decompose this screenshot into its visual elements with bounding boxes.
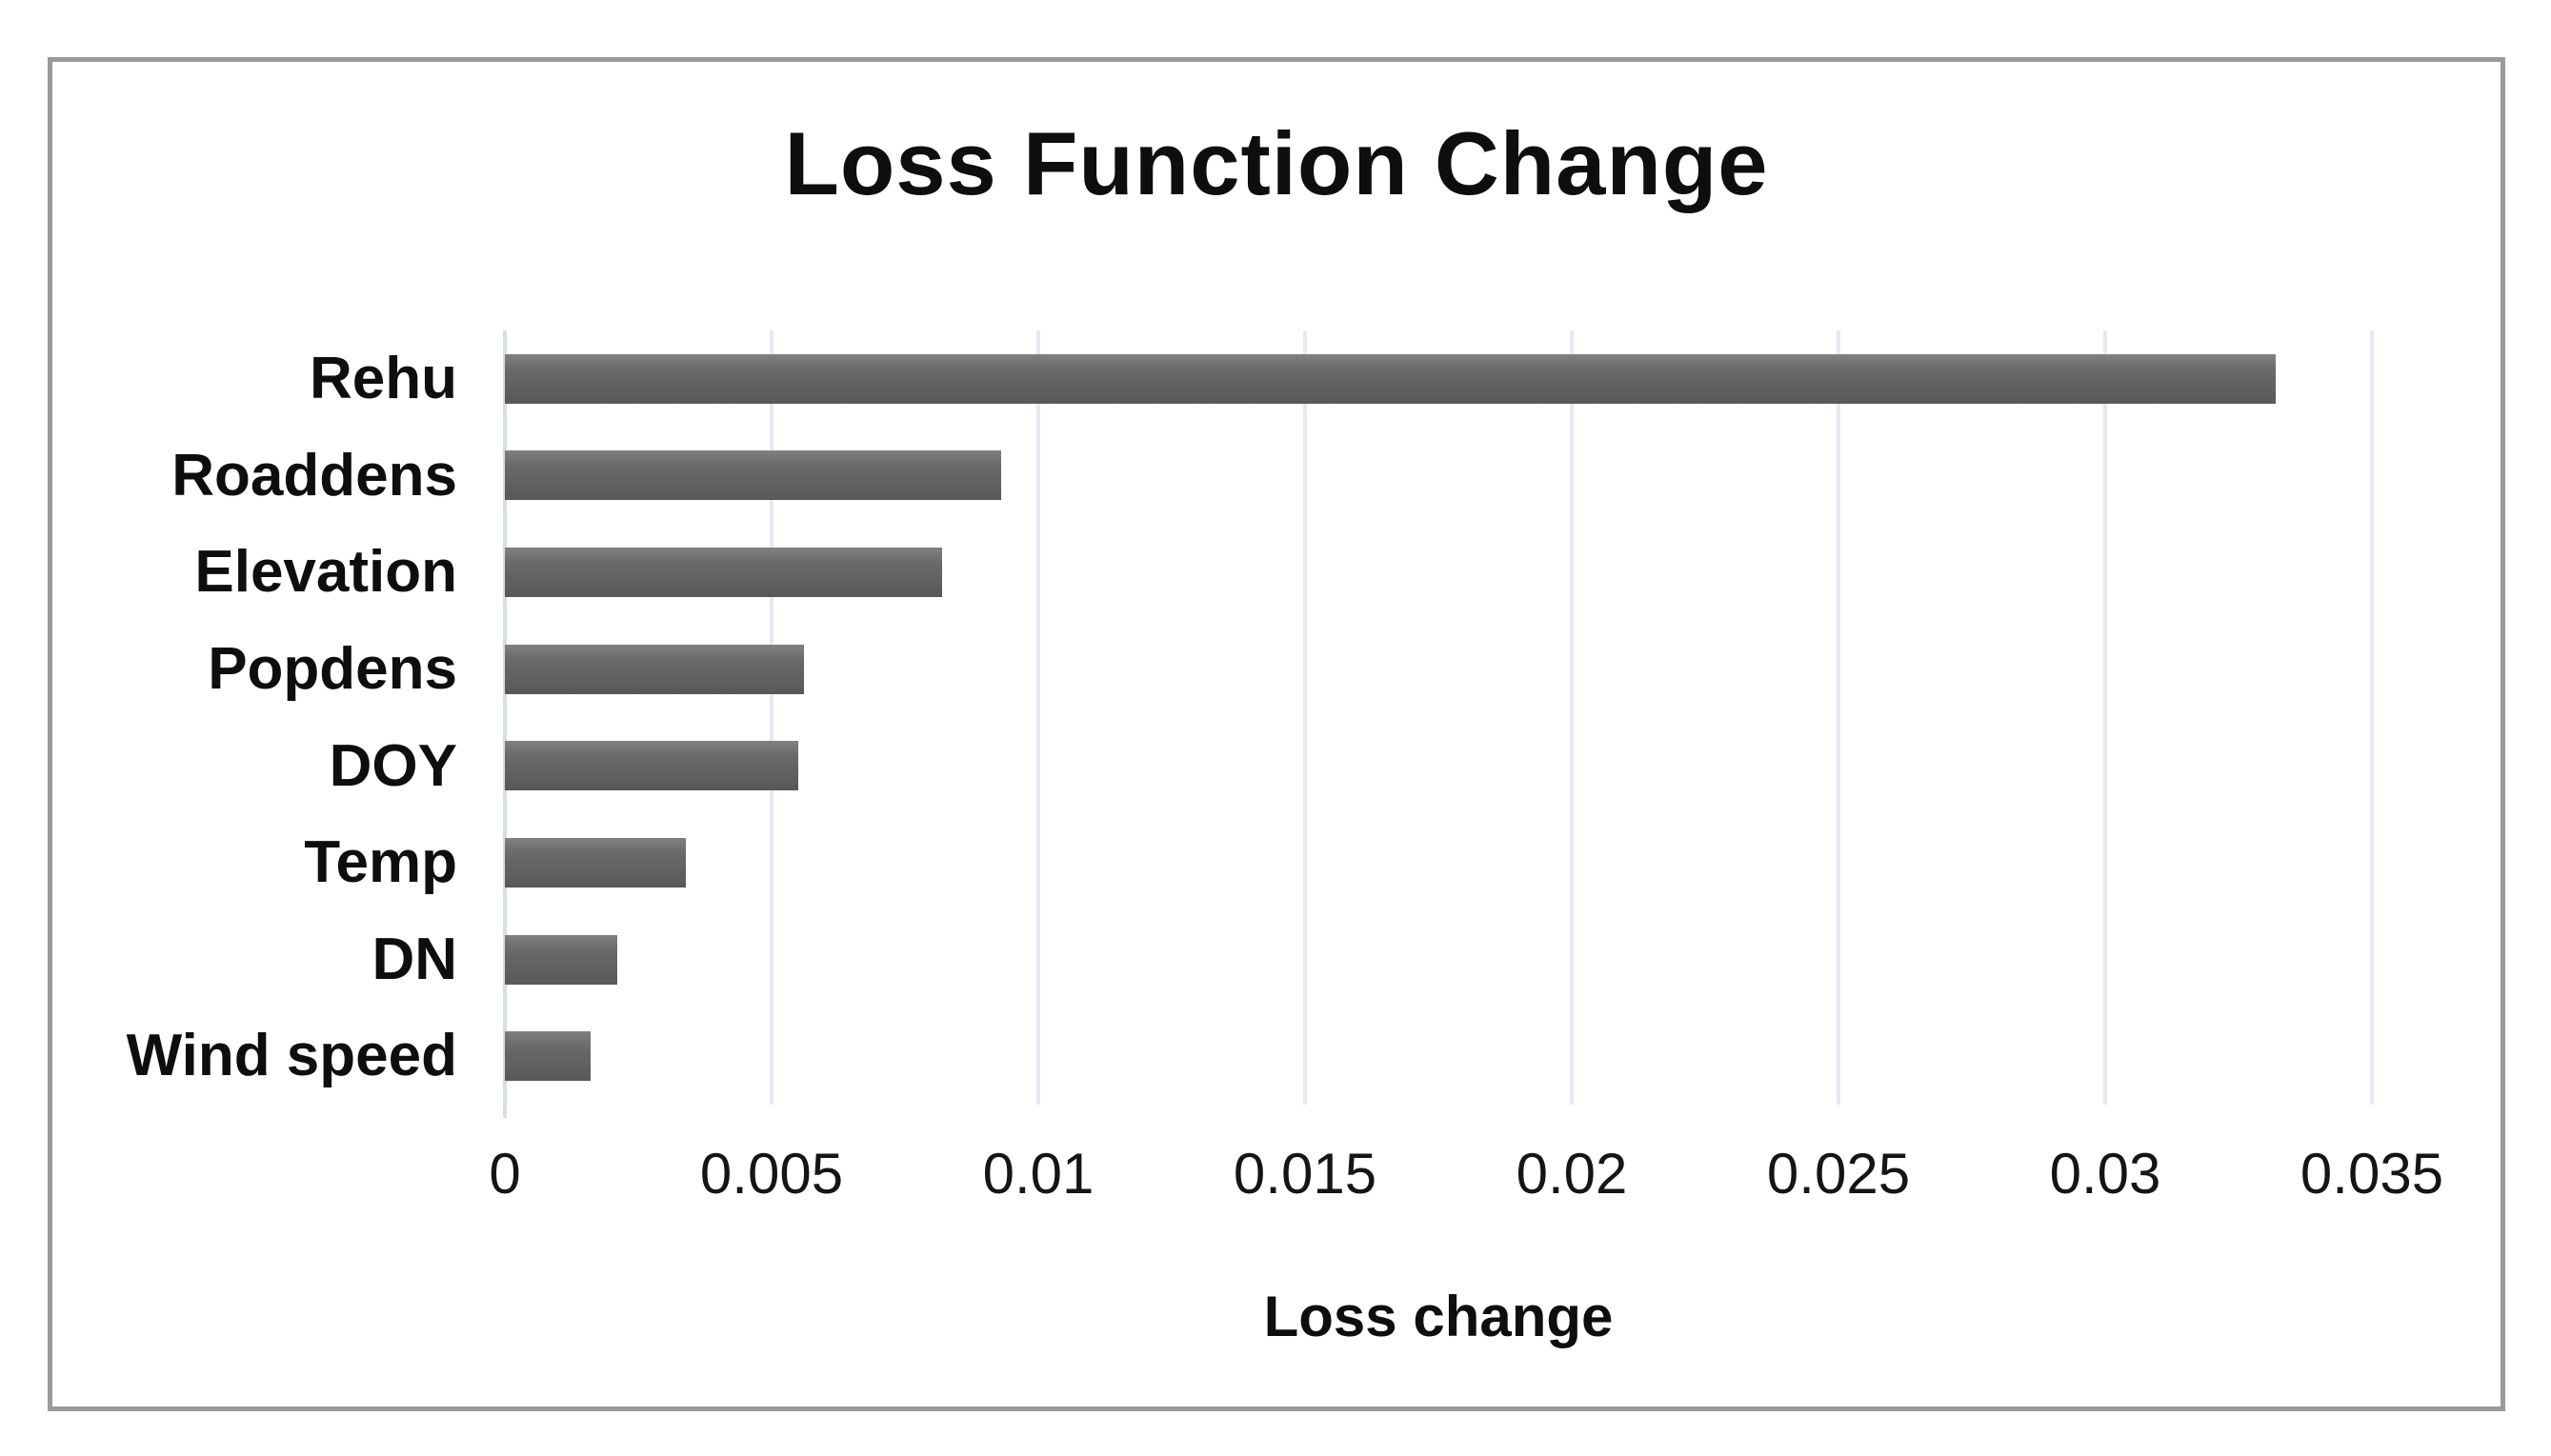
gridline (2370, 330, 2374, 1105)
x-tick-label: 0.015 (1233, 1142, 1377, 1206)
x-axis-title: Loss change (1263, 1285, 1614, 1348)
bar (505, 837, 686, 888)
bar (505, 450, 1001, 501)
category-label: Wind speed (126, 1023, 457, 1089)
x-tick-label: 0.025 (1766, 1142, 1911, 1206)
category-label: DOY (329, 732, 457, 799)
bar (505, 741, 798, 791)
gridline (770, 330, 773, 1105)
bar (505, 1031, 591, 1082)
x-tick-label: 0 (489, 1142, 521, 1206)
x-tick-label: 0.03 (2049, 1142, 2161, 1206)
plot-area (503, 330, 2374, 1118)
x-tick-label: 0.035 (2300, 1142, 2444, 1206)
bar (505, 548, 942, 598)
category-label: DN (372, 926, 457, 992)
bar (505, 934, 617, 985)
category-label: Popdens (208, 635, 457, 702)
chart-border-frame (48, 57, 2505, 1411)
gridline (1303, 330, 1307, 1105)
category-label: Elevation (194, 539, 457, 606)
x-tick-label: 0.01 (982, 1142, 1095, 1206)
x-tick-label: 0.005 (699, 1142, 844, 1206)
bar (505, 644, 804, 694)
gridline (1570, 330, 1574, 1105)
category-label: Temp (304, 829, 457, 896)
gridline (1837, 330, 1840, 1105)
category-label: Rehu (310, 346, 457, 411)
chart-title: Loss Function Change (784, 113, 1769, 213)
bar (505, 353, 2276, 404)
gridline (1036, 330, 1040, 1105)
x-tick-label: 0.02 (1516, 1142, 1628, 1206)
category-label: Roaddens (171, 442, 457, 509)
y-axis-line (503, 330, 507, 1118)
gridline (2103, 330, 2107, 1105)
